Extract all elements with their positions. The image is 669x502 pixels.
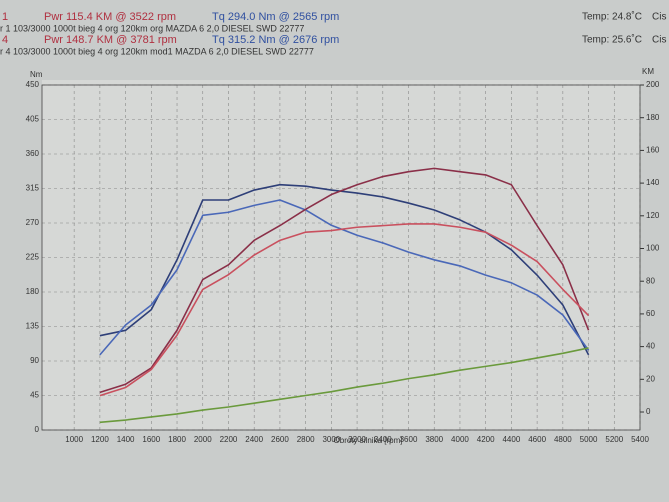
y-tick-label: 270 (26, 218, 40, 227)
run-torque: Tq 294.0 Nm @ 2565 rpm (212, 11, 339, 23)
x-tick-label: 3000 (322, 435, 340, 444)
x-tick-label: 4600 (528, 435, 546, 444)
x-tick-label: 1200 (91, 435, 109, 444)
y-tick-label: 360 (26, 149, 40, 158)
run-power: Pwr 115.4 KM @ 3522 rpm (44, 11, 176, 23)
x-tick-label: 3800 (425, 435, 443, 444)
x-tick-label: 1400 (117, 435, 135, 444)
series-line (99, 199, 590, 356)
y2-tick-label: 120 (646, 211, 660, 220)
plot-area (42, 80, 640, 430)
run-temp: Temp: 25.6˚C (582, 34, 642, 46)
plot-frame (41, 84, 641, 431)
x-tick-label: 4200 (477, 435, 495, 444)
y-tick-label: 90 (30, 356, 39, 365)
y2-tick-label: 100 (646, 244, 660, 253)
y2-tick-label: 140 (646, 178, 660, 187)
series-line (99, 183, 590, 356)
x-tick-label: 2000 (194, 435, 212, 444)
x-tick-label: 5000 (580, 435, 598, 444)
x-tick-label: 1800 (168, 435, 186, 444)
x-tick-label: 5400 (631, 435, 649, 444)
series-line (99, 347, 589, 424)
y-tick-label: 450 (26, 80, 40, 89)
y-tick-label: 0 (35, 425, 40, 434)
y2-tick-label: 0 (646, 407, 651, 416)
x-tick-label: 4800 (554, 435, 572, 444)
run-desc: r 4 103/3000 1000t bieg 4 org 120km mod1… (0, 46, 314, 56)
x-tick-label: 2600 (271, 435, 289, 444)
x-tick-label: 2800 (297, 435, 315, 444)
run-extra: Cis (652, 12, 666, 23)
x-tick-label: 2200 (220, 435, 238, 444)
y2-tick-label: 60 (646, 309, 655, 318)
y-tick-label: 405 (26, 115, 40, 124)
series-line (99, 167, 590, 394)
y-tick-label: 135 (26, 322, 40, 331)
y2-tick-label: 180 (646, 113, 660, 122)
x-tick-label: 3200 (348, 435, 366, 444)
y-tick-label: 225 (26, 253, 40, 262)
y2-tick-label: 160 (646, 146, 660, 155)
run-extra: Cis (652, 35, 666, 46)
y2-tick-label: 200 (646, 80, 660, 89)
run-torque: Tq 315.2 Nm @ 2676 rpm (212, 34, 339, 46)
run-id: 4 (2, 34, 8, 46)
run-power: Pwr 148.7 KM @ 3781 rpm (44, 34, 177, 46)
run-temp: Temp: 24.8˚C (582, 11, 642, 23)
y2-tick-label: 40 (646, 342, 655, 351)
series-line (99, 223, 590, 397)
x-tick-label: 1600 (142, 435, 160, 444)
x-tick-label: 4000 (451, 435, 469, 444)
x-axis-label: Obroty silnika [rpm] (334, 436, 403, 445)
x-tick-label: 5200 (605, 435, 623, 444)
run-id: 1 (2, 11, 8, 23)
x-tick-label: 4400 (502, 435, 520, 444)
x-tick-label: 3400 (374, 435, 392, 444)
y-tick-label: 315 (26, 184, 40, 193)
y2-tick-label: 20 (646, 374, 655, 383)
y-tick-label: 180 (26, 287, 40, 296)
y2-tick-label: 80 (646, 276, 655, 285)
x-tick-label: 1000 (65, 435, 83, 444)
run-desc: r 1 103/3000 1000t bieg 4 org 120km org … (0, 23, 304, 33)
y2-axis-label: KM (642, 67, 654, 76)
y-tick-label: 45 (30, 391, 39, 400)
y-axis-label: Nm (30, 70, 43, 79)
x-tick-label: 3600 (400, 435, 418, 444)
x-tick-label: 2400 (245, 435, 263, 444)
